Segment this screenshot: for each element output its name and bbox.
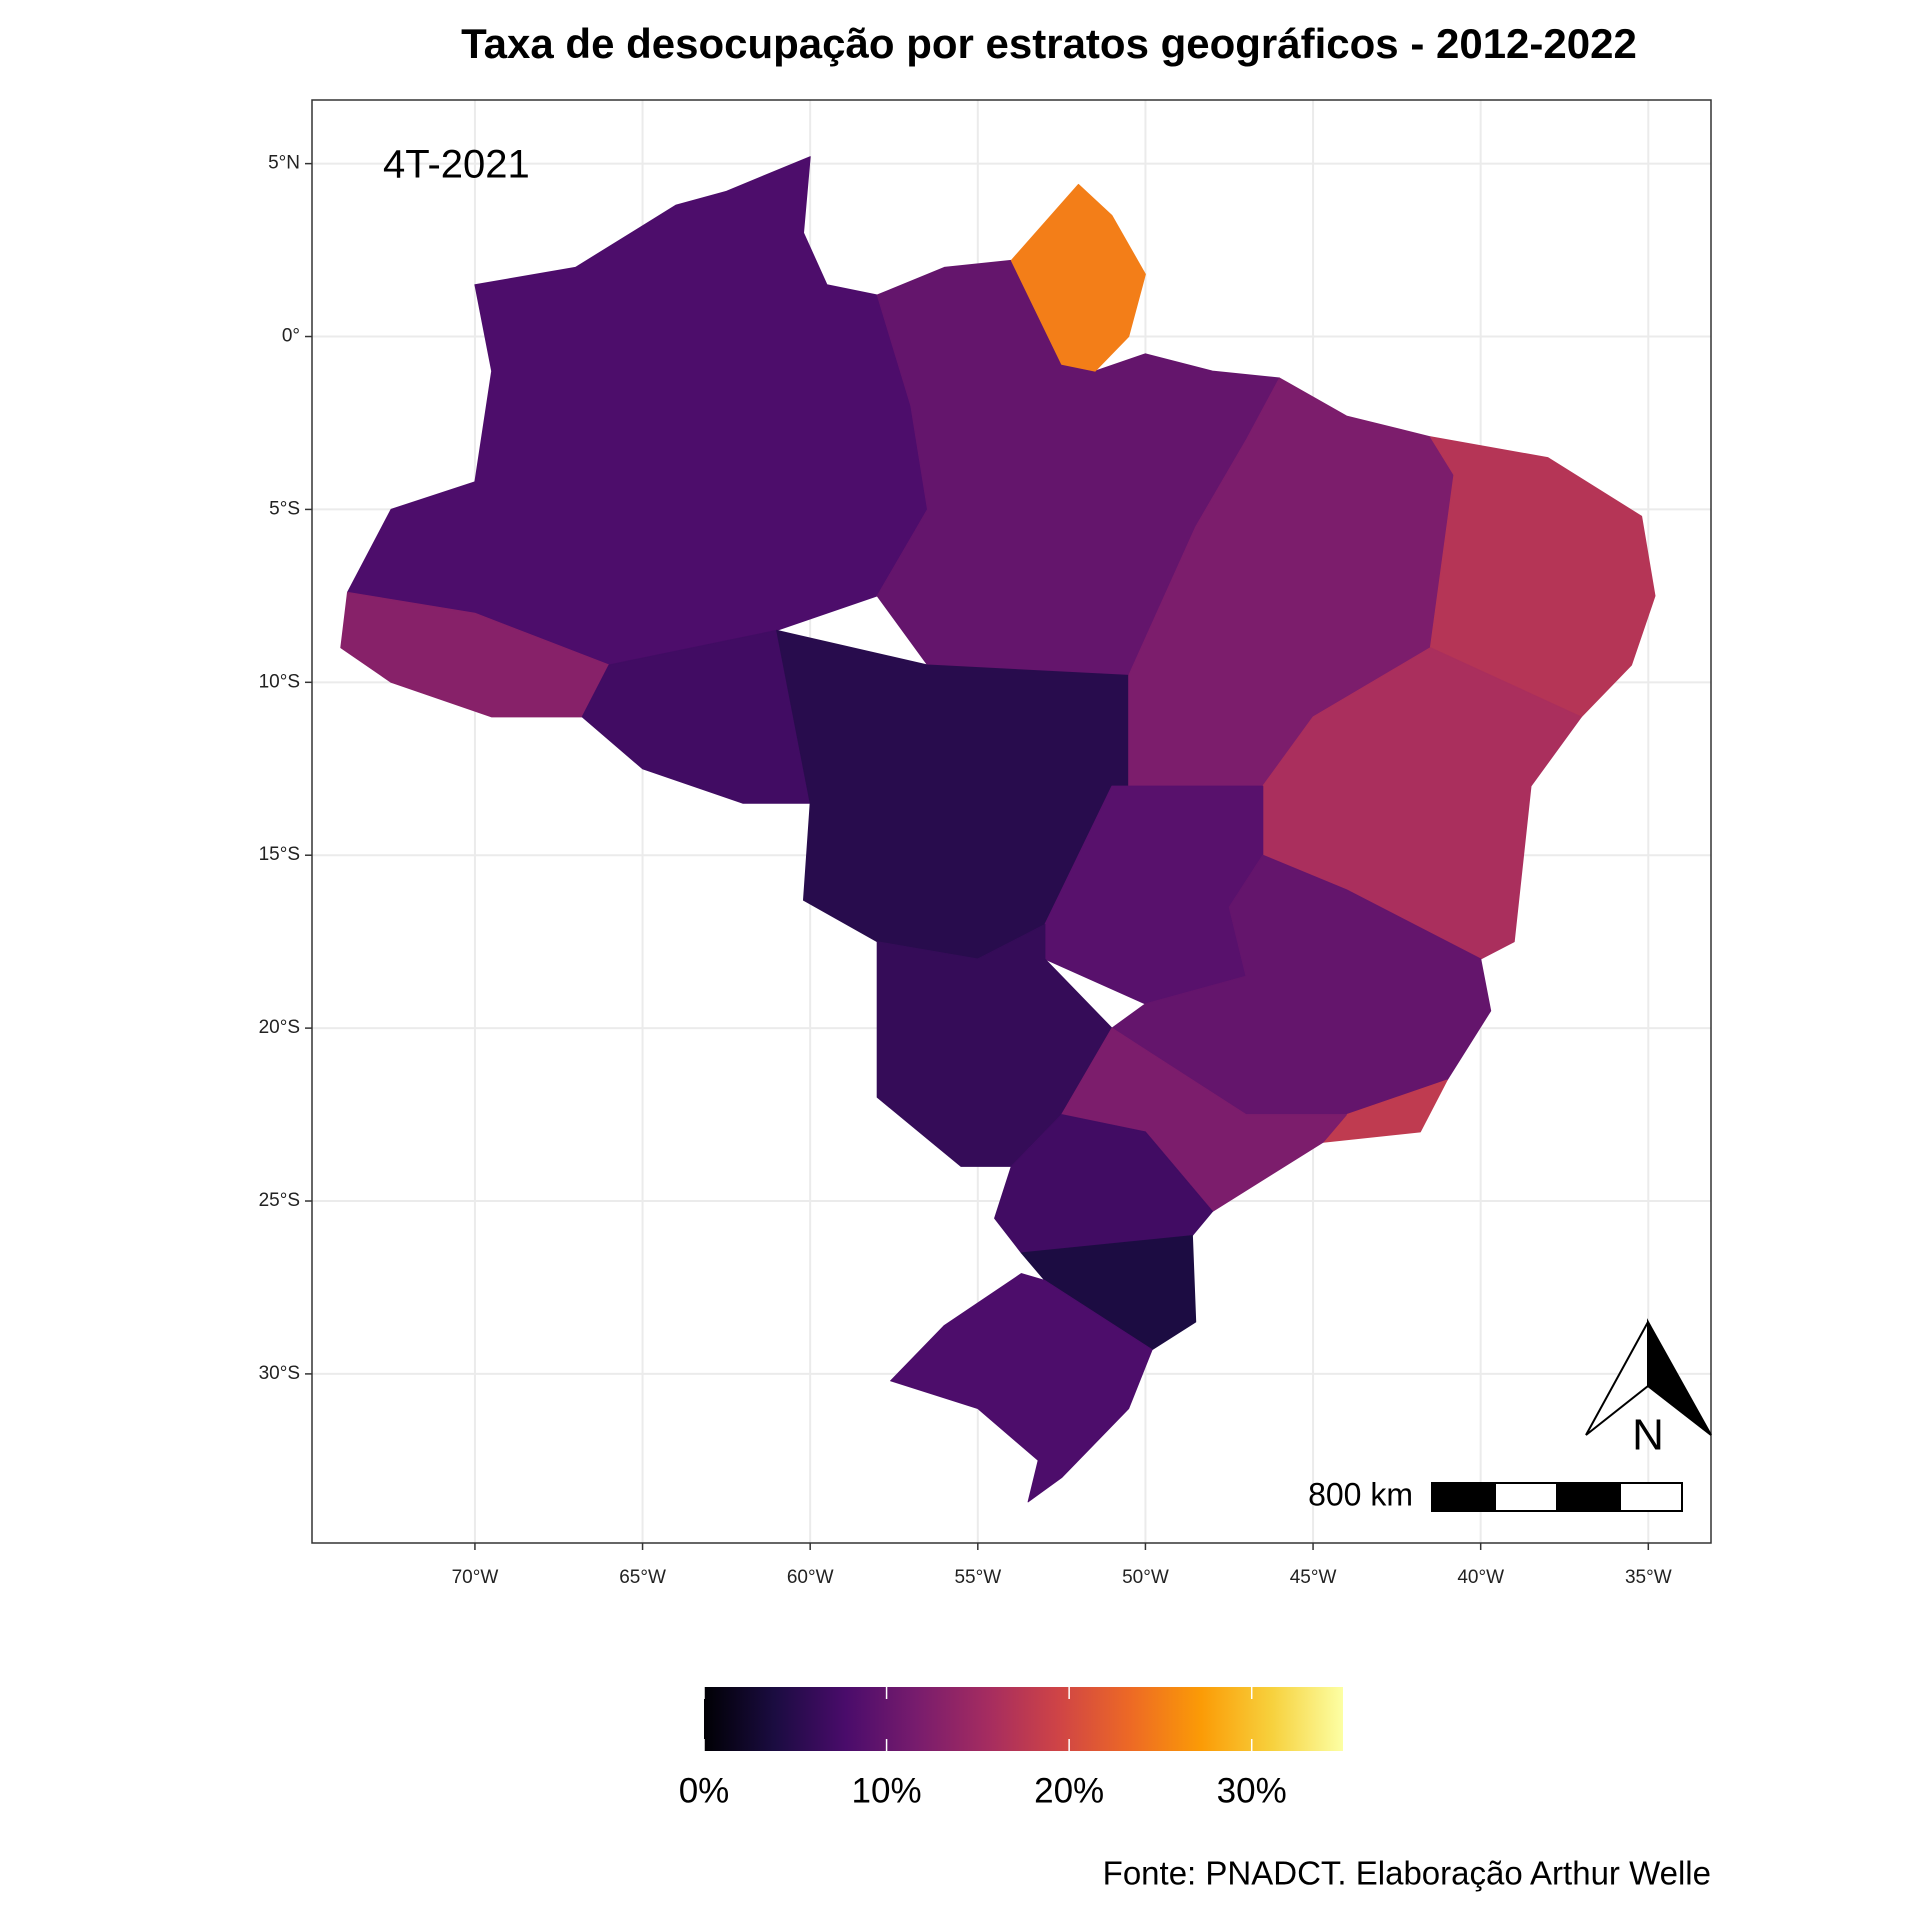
scale-segment — [1619, 1482, 1683, 1512]
colorbar — [704, 1687, 1343, 1751]
colorbar-label: 10% — [852, 1771, 922, 1810]
y-tick-label: 5°S — [269, 498, 300, 519]
colorbar-label: 0% — [679, 1771, 730, 1810]
region — [340, 591, 610, 718]
region — [1020, 1235, 1197, 1351]
region — [994, 1114, 1213, 1254]
caption: Fonte: PNADCT. Elaboração Arthur Welle — [1103, 1855, 1711, 1892]
scale-segment — [1556, 1482, 1621, 1512]
region — [1429, 436, 1656, 718]
north-arrow: N — [1585, 1318, 1712, 1460]
colorbar-label: 30% — [1217, 1771, 1287, 1810]
scale-bar: 800 km — [1308, 1476, 1683, 1512]
period-annotation: 4T-2021 — [383, 143, 530, 187]
x-tick-label: 60°W — [787, 1567, 834, 1588]
region — [347, 156, 928, 666]
x-tick-label: 70°W — [452, 1567, 499, 1588]
x-tick-label: 65°W — [619, 1567, 666, 1588]
y-tick-label: 20°S — [259, 1017, 300, 1038]
north-arrow-right — [1647, 1318, 1712, 1436]
scale-segment — [1494, 1482, 1558, 1512]
scale-segment — [1431, 1482, 1496, 1512]
y-tick-label: 5°N — [268, 153, 300, 174]
x-tick-label: 45°W — [1290, 1567, 1337, 1588]
y-tick-label: 25°S — [259, 1190, 300, 1211]
x-tick-label: 50°W — [1122, 1567, 1169, 1588]
y-tick-label: 0° — [282, 326, 300, 347]
region — [1010, 183, 1146, 372]
north-label: N — [1632, 1411, 1664, 1460]
chart-title: Taxa de desocupação por estratos geográf… — [461, 20, 1637, 67]
colorbar-label: 20% — [1034, 1771, 1104, 1810]
scale-bar-label: 800 km — [1308, 1476, 1413, 1512]
region — [890, 1273, 1153, 1503]
y-tick-label: 10°S — [259, 671, 300, 692]
x-tick-label: 35°W — [1625, 1567, 1672, 1588]
y-tick-label: 15°S — [259, 844, 300, 865]
x-tick-label: 55°W — [954, 1567, 1001, 1588]
x-tick-label: 40°W — [1457, 1567, 1504, 1588]
panel-border — [311, 99, 1712, 1544]
y-tick-label: 30°S — [259, 1363, 300, 1384]
